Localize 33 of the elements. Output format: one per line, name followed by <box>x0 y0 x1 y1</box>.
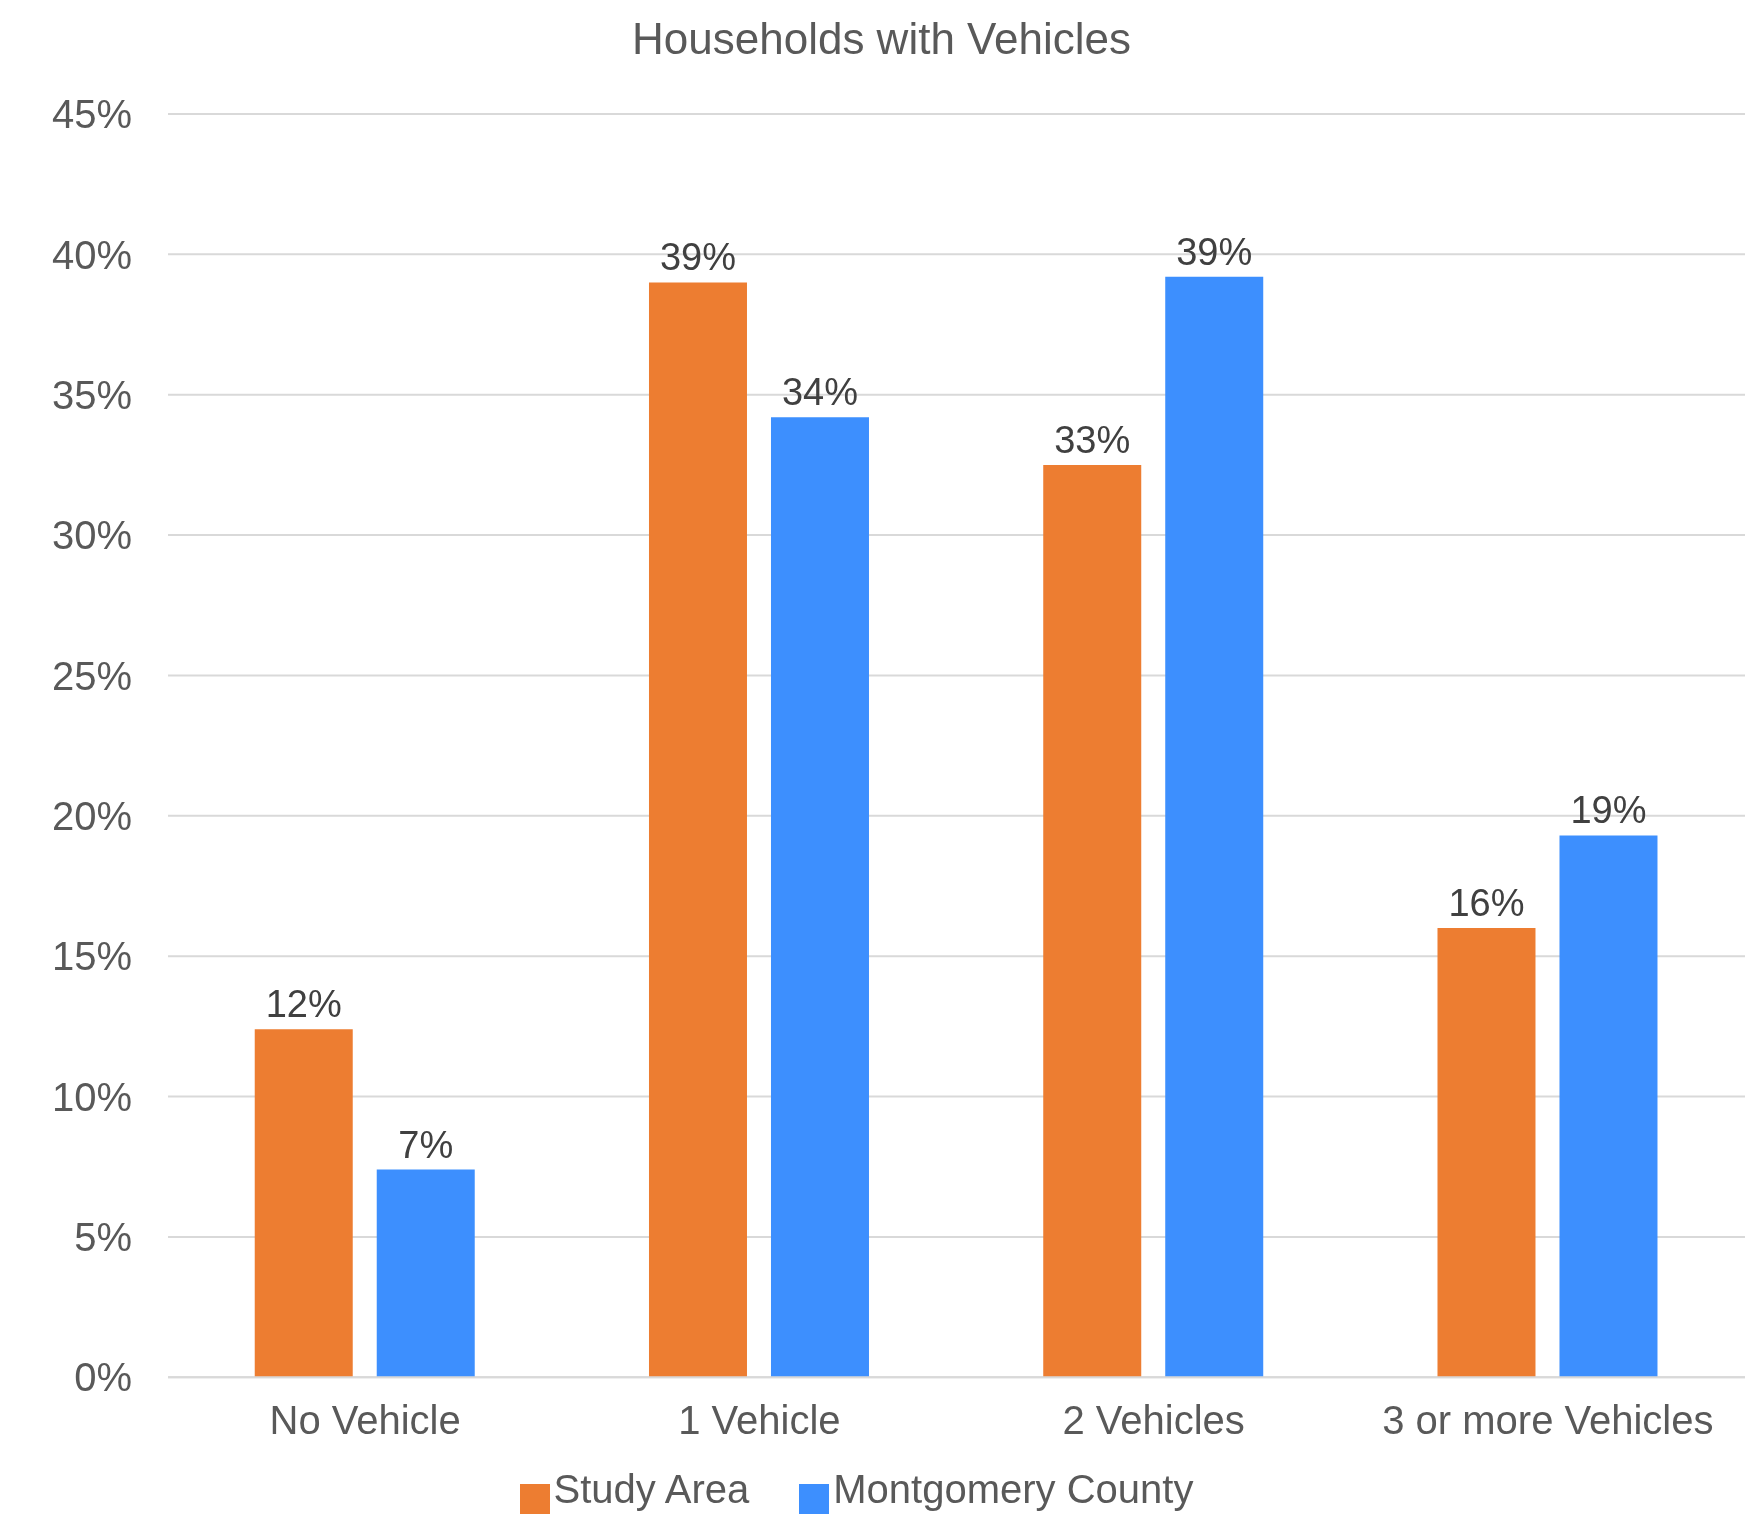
y-tick-label: 10% <box>51 1074 132 1119</box>
legend-label: Montgomery County <box>833 1467 1194 1512</box>
chart-title: Households with Vehicles <box>631 13 1132 65</box>
bar <box>1437 928 1536 1378</box>
y-tick-label: 5% <box>74 1215 132 1260</box>
y-tick-label: 15% <box>51 934 132 979</box>
bar <box>1559 835 1658 1378</box>
y-tick-label: 45% <box>51 92 132 137</box>
y-tick-label: 30% <box>51 513 132 558</box>
y-tick-label: 25% <box>51 653 132 698</box>
data-label: 34% <box>781 371 859 414</box>
data-label: 39% <box>659 236 737 279</box>
bar <box>376 1169 475 1378</box>
bar <box>648 282 747 1378</box>
bar <box>770 417 869 1378</box>
y-tick-label: 35% <box>51 372 132 417</box>
y-tick-label: 20% <box>51 794 132 838</box>
legend-label: Study Area <box>553 1467 750 1512</box>
data-label: 16% <box>1448 882 1525 925</box>
y-tick-label: 40% <box>51 232 132 277</box>
bar <box>1165 276 1264 1378</box>
data-label: 19% <box>1570 789 1647 832</box>
bar <box>254 1029 353 1378</box>
x-tick-label: 1 Vehicle <box>678 1397 841 1442</box>
data-label: 12% <box>265 983 342 1026</box>
x-tick-label: 3 or more Vehicles <box>1382 1397 1714 1442</box>
data-label: 33% <box>1054 418 1131 461</box>
data-label: 7% <box>398 1123 454 1166</box>
y-tick-label: 0% <box>74 1355 132 1400</box>
bar <box>1043 464 1142 1378</box>
x-tick-label: 2 Vehicles <box>1062 1397 1245 1442</box>
x-tick-label: No Vehicle <box>269 1397 461 1442</box>
data-label: 39% <box>1176 230 1253 273</box>
